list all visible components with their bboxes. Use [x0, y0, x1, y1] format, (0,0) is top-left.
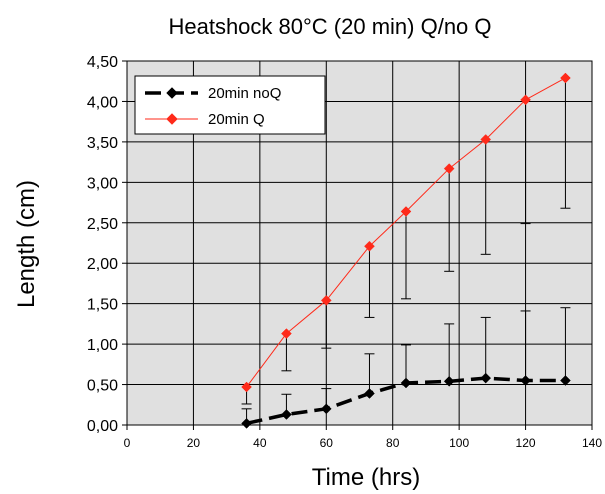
data-point — [560, 375, 571, 386]
y-axis-title: Length (cm) — [13, 180, 40, 308]
data-point — [480, 372, 492, 384]
data-point — [241, 381, 252, 393]
x-tick-label: 120 — [516, 436, 536, 450]
y-tick-label: 4,50 — [87, 54, 118, 71]
chart-title: Heatshock 80°C (20 min) Q/no Q — [168, 14, 491, 39]
data-point — [364, 240, 375, 252]
data-point — [560, 72, 571, 84]
x-tick-label: 40 — [253, 436, 267, 450]
data-point — [320, 295, 332, 306]
x-axis: 0 20 40 60 80 100 120 140 — [124, 425, 602, 450]
data-point — [241, 418, 252, 429]
x-axis-title: Time (hrs) — [312, 464, 420, 491]
y-tick-label: 1,50 — [87, 297, 118, 314]
x-tick-label: 60 — [320, 436, 334, 450]
y-tick-label: 2,00 — [87, 256, 118, 273]
legend-label: 20min Q — [208, 111, 265, 128]
x-tick-label: 80 — [386, 436, 400, 450]
x-tick-label: 0 — [124, 436, 131, 450]
y-tick-label: 2,50 — [87, 216, 118, 233]
data-point — [520, 375, 531, 386]
x-tick-label: 100 — [449, 436, 469, 450]
error-bars — [241, 77, 571, 424]
legend-marker — [166, 87, 178, 99]
y-tick-label: 0,50 — [87, 378, 118, 395]
legend: 20min noQ 20min Q — [134, 75, 326, 135]
y-axis: 0,00 0,50 1,00 1,50 2,00 2,50 3,00 3,50 4,00 4,50 — [87, 54, 127, 435]
legend-marker — [166, 113, 178, 125]
data-point — [443, 163, 455, 174]
data-point — [400, 377, 412, 389]
data-point — [443, 375, 455, 387]
y-tick-label: 3,50 — [87, 135, 118, 152]
legend-label: 20min noQ — [208, 85, 281, 102]
y-tick-label: 3,00 — [87, 175, 118, 192]
data-point — [364, 388, 375, 399]
data-point — [281, 328, 292, 339]
y-tick-label: 4,00 — [87, 94, 118, 111]
y-tick-label: 0,00 — [87, 418, 118, 435]
data-point — [320, 403, 332, 415]
x-tick-label: 20 — [187, 436, 201, 450]
data-point — [520, 94, 531, 106]
data-point — [400, 206, 412, 217]
y-tick-label: 1,00 — [87, 337, 118, 354]
x-tick-label: 140 — [582, 436, 602, 450]
series-markers — [241, 72, 571, 429]
legend-box — [134, 75, 326, 135]
plot-frame — [126, 60, 593, 426]
data-point — [480, 134, 492, 145]
data-point — [281, 409, 292, 420]
